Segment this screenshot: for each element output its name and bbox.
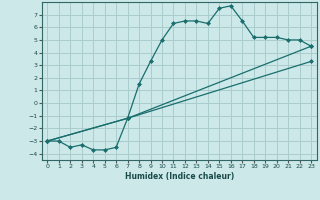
X-axis label: Humidex (Indice chaleur): Humidex (Indice chaleur) <box>124 172 234 181</box>
